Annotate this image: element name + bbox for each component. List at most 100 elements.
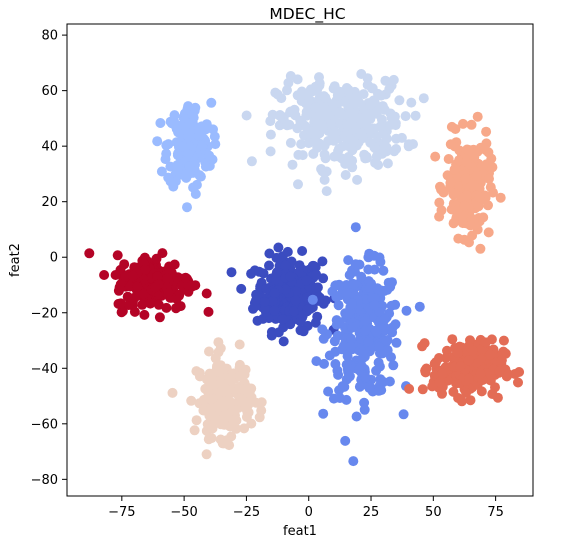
scatter-point: [386, 300, 397, 311]
scatter-point: [496, 355, 507, 366]
scatter-point: [132, 281, 143, 292]
scatter-point: [311, 269, 322, 280]
scatter-point: [229, 405, 240, 416]
scatter-point: [310, 317, 321, 328]
scatter-point: [169, 259, 180, 270]
scatter-point: [329, 336, 340, 347]
scatter-point: [305, 87, 316, 98]
scatter-point: [485, 349, 496, 360]
scatter-point: [152, 136, 163, 147]
scatter-point: [299, 120, 310, 131]
scatter-point: [319, 174, 330, 185]
scatter-point: [434, 197, 445, 208]
scatter-point: [461, 387, 472, 398]
scatter-point: [277, 314, 288, 325]
scatter-point: [280, 260, 291, 271]
scatter-point: [485, 182, 496, 193]
scatter-point: [348, 456, 359, 467]
scatter-point: [267, 296, 278, 307]
scatter-point: [460, 173, 471, 184]
scatter-point: [434, 377, 445, 388]
scatter-point: [371, 365, 382, 376]
scatter-point: [282, 85, 292, 96]
scatter-point: [351, 411, 362, 422]
scatter-point: [401, 305, 412, 316]
scatter-point: [282, 246, 293, 257]
scatter-point: [226, 267, 237, 278]
scatter-point: [345, 134, 356, 145]
scatter-point: [84, 248, 95, 259]
scatter-point: [374, 341, 384, 352]
scatter-point: [396, 132, 407, 143]
scatter-point: [483, 200, 493, 211]
scatter-point: [256, 405, 267, 416]
scatter-point: [326, 119, 336, 129]
scatter-point: [316, 164, 327, 174]
scatter-point: [189, 425, 200, 436]
scatter-point: [381, 336, 392, 347]
x-tick-label: −25: [233, 505, 260, 520]
scatter-point: [373, 88, 383, 99]
scatter-point: [471, 170, 482, 181]
scatter-point: [152, 271, 163, 282]
scatter-point: [346, 333, 356, 344]
scatter-point: [183, 131, 194, 142]
scatter-point: [390, 319, 401, 330]
y-tick-label: −60: [31, 417, 58, 432]
scatter-point: [467, 179, 478, 190]
scatter-point: [202, 419, 213, 430]
scatter-point: [394, 95, 405, 106]
scatter-point: [456, 396, 467, 407]
scatter-point: [352, 174, 363, 185]
scatter-point: [380, 75, 391, 86]
scatter-point: [204, 150, 215, 161]
scatter-point: [339, 97, 350, 108]
scatter-point: [117, 306, 128, 317]
x-tick-label: −50: [170, 505, 197, 520]
scatter-point: [343, 255, 354, 266]
scatter-point: [140, 264, 151, 275]
scatter-point: [351, 92, 362, 103]
scatter-point: [145, 298, 156, 309]
scatter-point: [354, 381, 365, 392]
scatter-point: [269, 288, 280, 299]
scatter-point: [403, 141, 414, 152]
scatter-point: [513, 377, 523, 388]
scatter-point: [301, 275, 312, 286]
scatter-point: [112, 250, 123, 261]
scatter-point: [241, 404, 252, 415]
scatter-point: [210, 353, 221, 364]
scatter-point: [323, 386, 334, 397]
scatter-point: [246, 268, 257, 279]
scatter-point: [341, 288, 352, 299]
scatter-point: [363, 264, 374, 275]
x-tick-label: −75: [108, 505, 135, 520]
scatter-point: [162, 273, 173, 284]
scatter-point: [293, 149, 304, 160]
scatter-point: [172, 160, 183, 171]
scatter-point: [307, 294, 318, 305]
scatter-point: [172, 150, 183, 161]
scatter-point: [320, 153, 331, 164]
scatter-point: [459, 200, 470, 211]
chart-title: MDEC_HC: [269, 5, 345, 24]
scatter-point: [478, 212, 489, 223]
scatter-point: [486, 153, 497, 164]
scatter-point: [272, 267, 282, 278]
scatter-point: [208, 380, 219, 391]
scatter-point: [321, 186, 332, 197]
scatter-point: [445, 139, 456, 150]
scatter-point: [347, 298, 357, 309]
scatter-point: [382, 284, 393, 295]
scatter-point: [278, 336, 289, 347]
scatter-point: [319, 358, 329, 369]
scatter-point: [151, 253, 162, 264]
scatter-point: [322, 105, 333, 116]
scatter-point: [365, 137, 376, 148]
scatter-point: [443, 154, 454, 164]
scatter-point: [446, 121, 457, 132]
scatter-point: [219, 386, 230, 397]
scatter-point: [186, 395, 197, 406]
scatter-point: [461, 156, 472, 167]
scatter-point: [347, 322, 358, 333]
